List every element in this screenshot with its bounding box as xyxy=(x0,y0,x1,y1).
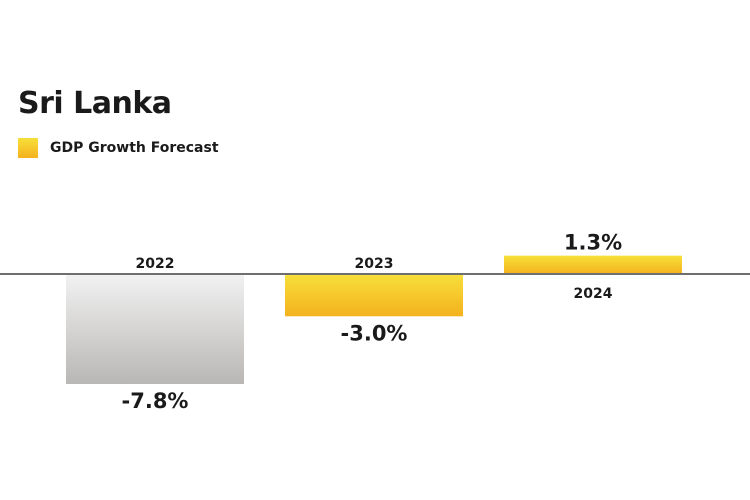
bar-2023 xyxy=(285,274,463,317)
data-label-2022: -7.8% xyxy=(122,389,189,413)
legend-label-forecast: GDP Growth Forecast xyxy=(50,140,219,156)
bar-2024 xyxy=(504,255,682,274)
tick-label-2024: 2024 xyxy=(574,286,613,302)
legend-swatch-forecast xyxy=(18,138,38,158)
legend: GDP Growth Forecast xyxy=(18,138,219,158)
bar-2022 xyxy=(66,274,244,384)
chart-title: Sri Lanka xyxy=(18,86,172,121)
data-label-2024: 1.3% xyxy=(564,231,622,255)
data-label-2023: -3.0% xyxy=(341,321,408,345)
tick-label-2023: 2023 xyxy=(355,256,394,272)
tick-label-2022: 2022 xyxy=(136,256,175,272)
